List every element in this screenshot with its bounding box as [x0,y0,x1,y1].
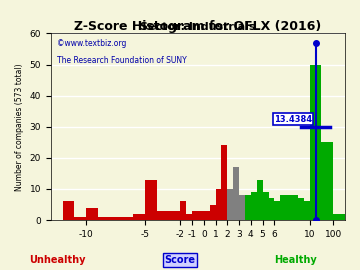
Bar [292,195,298,220]
Bar [304,201,310,220]
Bar [180,201,186,220]
Bar [121,217,133,220]
Bar [186,214,192,220]
Bar [86,208,98,220]
Bar [192,211,198,220]
Bar [168,211,180,220]
Bar [98,217,110,220]
Bar [157,211,168,220]
Bar [286,195,292,220]
Text: Unhealthy: Unhealthy [30,255,86,265]
Text: Score: Score [165,255,195,265]
Bar [298,198,304,220]
Bar [145,180,157,220]
Bar [257,180,262,220]
Bar [198,211,204,220]
Bar [216,189,221,220]
Bar [133,214,145,220]
Bar [245,195,251,220]
Bar [274,201,280,220]
Bar [280,195,286,220]
Bar [262,192,269,220]
Y-axis label: Number of companies (573 total): Number of companies (573 total) [15,63,24,191]
Bar [227,189,233,220]
Title: Z-Score Histogram for OFLX (2016): Z-Score Histogram for OFLX (2016) [74,21,321,33]
Text: Healthy: Healthy [274,255,316,265]
Bar [239,195,245,220]
Bar [310,65,321,220]
Bar [333,214,345,220]
Bar [269,198,274,220]
Text: 13.4384: 13.4384 [274,115,312,124]
Bar [63,201,74,220]
Text: ©www.textbiz.org: ©www.textbiz.org [57,39,126,48]
Bar [233,167,239,220]
Bar [74,217,86,220]
Text: Sector: Industrials: Sector: Industrials [140,22,256,32]
Bar [204,211,210,220]
Bar [321,142,333,220]
Bar [251,192,257,220]
Bar [210,204,216,220]
Bar [110,217,121,220]
Bar [221,146,227,220]
Text: The Research Foundation of SUNY: The Research Foundation of SUNY [57,56,186,65]
